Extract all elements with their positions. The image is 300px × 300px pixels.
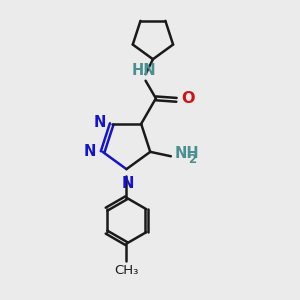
Text: NH: NH xyxy=(175,146,199,161)
Text: O: O xyxy=(181,91,194,106)
Text: 2: 2 xyxy=(188,153,196,166)
Text: HN: HN xyxy=(132,63,156,78)
Text: N: N xyxy=(84,144,96,159)
Text: N: N xyxy=(94,115,106,130)
Text: CH₃: CH₃ xyxy=(114,264,139,277)
Text: N: N xyxy=(122,176,134,190)
